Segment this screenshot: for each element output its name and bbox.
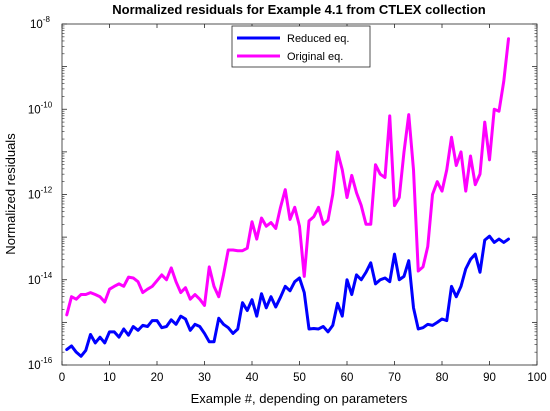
x-tick-label: 0 — [59, 372, 65, 384]
series-line-original — [65, 37, 510, 317]
legend-box — [231, 25, 371, 68]
legend-label-reduced: Reduced eq. — [287, 33, 349, 45]
y-axis-ticks: 10-16 10-14 10-12 10-10 10-8 — [28, 15, 537, 372]
x-tick-label: 90 — [483, 372, 496, 384]
y-tick-label: 10-16 — [28, 356, 53, 372]
legend: Reduced eq. Original eq. — [231, 25, 371, 68]
x-axis-label: Example #, depending on parameters — [191, 391, 408, 406]
x-tick-label: 20 — [151, 372, 164, 384]
y-tick-label: 10-10 — [28, 100, 53, 116]
x-tick-label: 30 — [198, 372, 211, 384]
y-tick-label: 10-8 — [30, 15, 50, 31]
x-tick-label: 10 — [103, 372, 116, 384]
x-axis-ticks: 0 10 20 30 40 50 60 70 80 90 100 — [59, 24, 547, 384]
x-tick-label: 50 — [293, 372, 306, 384]
y-tick-label: 10-12 — [28, 186, 53, 202]
chart-title: Normalized residuals for Example 4.1 fro… — [112, 2, 486, 17]
legend-label-original: Original eq. — [287, 51, 343, 63]
x-tick-label: 80 — [436, 372, 449, 384]
series-line-reduced — [65, 234, 510, 358]
x-tick-label: 60 — [341, 372, 354, 384]
x-tick-label: 70 — [388, 372, 401, 384]
y-axis-label: Normalized residuals — [3, 133, 18, 255]
x-tick-label: 100 — [527, 372, 546, 384]
y-tick-label: 10-14 — [28, 271, 53, 287]
x-tick-label: 40 — [246, 372, 259, 384]
series-layer — [65, 37, 510, 358]
plot-area — [62, 24, 537, 365]
